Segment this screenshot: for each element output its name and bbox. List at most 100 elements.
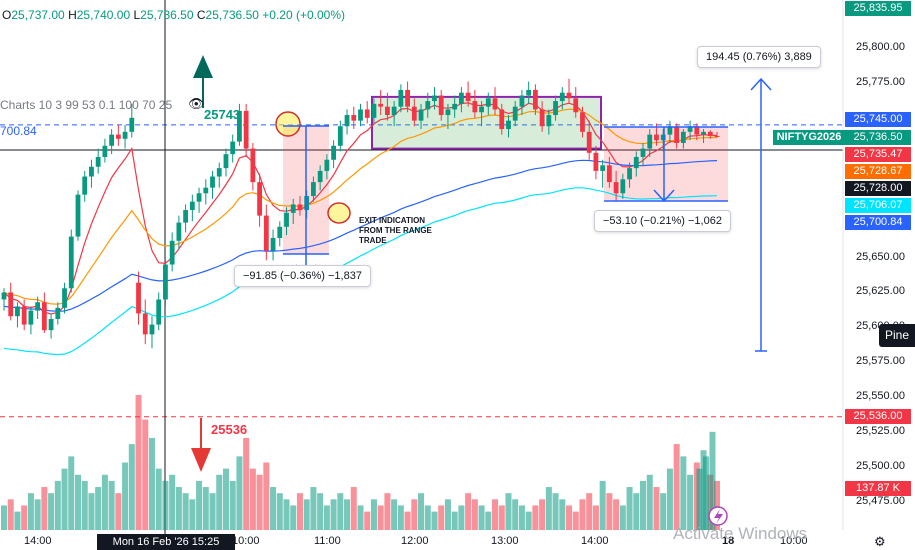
volume-bar xyxy=(357,505,364,530)
volume-bar xyxy=(364,511,371,530)
volume-bar xyxy=(148,437,155,530)
price-badge: 25,536.00 xyxy=(845,409,911,424)
candle-body xyxy=(452,103,458,110)
volume-bar xyxy=(703,456,709,530)
candle-body xyxy=(324,159,330,171)
volume-bar xyxy=(492,499,499,530)
indicator-legend[interactable]: Charts 10 3 99 53 0.1 100 70 25 xyxy=(0,98,173,112)
candle-body xyxy=(674,126,680,143)
candle-body xyxy=(391,106,397,116)
volume-bar xyxy=(418,493,425,530)
volume-bar xyxy=(175,487,182,530)
price-tick-label: 25,650.00 xyxy=(856,250,905,263)
candle-body xyxy=(458,92,464,104)
candle-body xyxy=(593,152,599,171)
volume-bar xyxy=(7,499,14,530)
volume-bar xyxy=(709,431,716,530)
volume-bar xyxy=(296,493,303,530)
volume-bar xyxy=(54,480,61,530)
hide-eye-icon[interactable]: 👁 xyxy=(188,96,205,111)
exit-note-line-3: TRADE xyxy=(359,236,387,245)
volume-bar xyxy=(256,474,263,530)
left-level-label: 700.84 xyxy=(0,124,37,138)
ohlc-low: 25,736.50 xyxy=(140,8,194,22)
price-badge: 25,728.00 xyxy=(845,181,911,196)
candle-body xyxy=(41,302,47,331)
volume-bars xyxy=(1,395,720,530)
candle-body xyxy=(411,106,417,121)
volume-bar xyxy=(270,487,277,530)
volume-bar xyxy=(128,444,135,530)
volume-bar xyxy=(68,456,75,530)
ema-fast-line xyxy=(3,102,718,315)
ema-cyan-line xyxy=(3,187,718,356)
exit-highlight-circle xyxy=(327,202,351,224)
pine-button[interactable]: Pine xyxy=(879,324,915,347)
price-badge: 25,706.07 xyxy=(845,198,911,213)
candle-body xyxy=(35,302,41,311)
candle-body xyxy=(680,131,686,143)
ohlc-open: 25,737.00 xyxy=(11,8,65,22)
volume-bar xyxy=(626,487,633,530)
volume-bar xyxy=(303,499,310,530)
time-tick-label: 14:00 xyxy=(24,535,52,547)
volume-bar xyxy=(249,468,256,530)
candle-body xyxy=(311,182,316,197)
volume-bar xyxy=(14,511,21,530)
settings-gear-icon[interactable]: ⚙ xyxy=(874,534,886,549)
candle-body xyxy=(385,106,390,116)
price-badge: 25,728.67 xyxy=(845,164,911,179)
volume-bar xyxy=(48,493,55,530)
candle-body xyxy=(701,131,706,135)
candles xyxy=(1,78,720,349)
volume-bar xyxy=(108,480,115,530)
volume-bar xyxy=(687,474,694,530)
candle-body xyxy=(559,92,565,102)
ohlc-high: 25,740.00 xyxy=(76,8,131,22)
volume-bar xyxy=(498,505,505,530)
volume-bar xyxy=(545,487,552,530)
candle-body xyxy=(687,126,693,132)
candle-body xyxy=(512,106,518,121)
candle-body xyxy=(519,95,525,107)
candle-body xyxy=(243,110,249,149)
volume-bar xyxy=(660,493,667,530)
candle-body xyxy=(553,101,558,116)
candle-body xyxy=(263,215,269,251)
candle-body xyxy=(532,89,538,110)
volume-bar xyxy=(135,395,142,530)
candle-body xyxy=(627,168,632,180)
ohlc-change: +0.20 (+0.00%) xyxy=(262,8,345,22)
volume-bar xyxy=(229,480,236,530)
trade2-measure-label[interactable]: −53.10 (−0.21%) −1,062 xyxy=(594,210,731,232)
candle-body xyxy=(405,89,410,107)
candle-body xyxy=(250,148,256,183)
candle-body xyxy=(297,204,303,211)
volume-bar xyxy=(579,499,586,530)
crosshair-time-label: Mon 16 Feb '26 15:25 xyxy=(97,534,235,550)
candle-body xyxy=(358,109,363,121)
candle-body xyxy=(344,115,350,127)
candle-body xyxy=(586,131,592,153)
candle-body xyxy=(337,126,343,146)
volume-bar xyxy=(377,505,384,530)
candle-body xyxy=(169,240,175,265)
volume-bar xyxy=(444,499,451,530)
grid xyxy=(0,0,844,535)
trade1-measure-label[interactable]: −91.85 (−0.36%) −1,837 xyxy=(234,265,371,287)
ema-mid-line xyxy=(3,108,718,305)
volume-bar xyxy=(465,493,472,530)
volume-bar xyxy=(209,493,216,530)
candle-body xyxy=(1,292,7,300)
candle-body xyxy=(606,165,612,183)
target-measure-label[interactable]: 194.45 (0.76%) 3,889 xyxy=(697,46,821,68)
time-tick-label: 11:00 xyxy=(314,535,341,547)
volume-bar xyxy=(88,493,95,530)
target-arrow-icon xyxy=(750,77,772,91)
candle-body xyxy=(445,109,451,116)
volume-bar xyxy=(323,505,330,530)
volume-bar xyxy=(438,505,445,530)
volume-bar xyxy=(424,505,431,530)
candle-body xyxy=(122,131,128,139)
